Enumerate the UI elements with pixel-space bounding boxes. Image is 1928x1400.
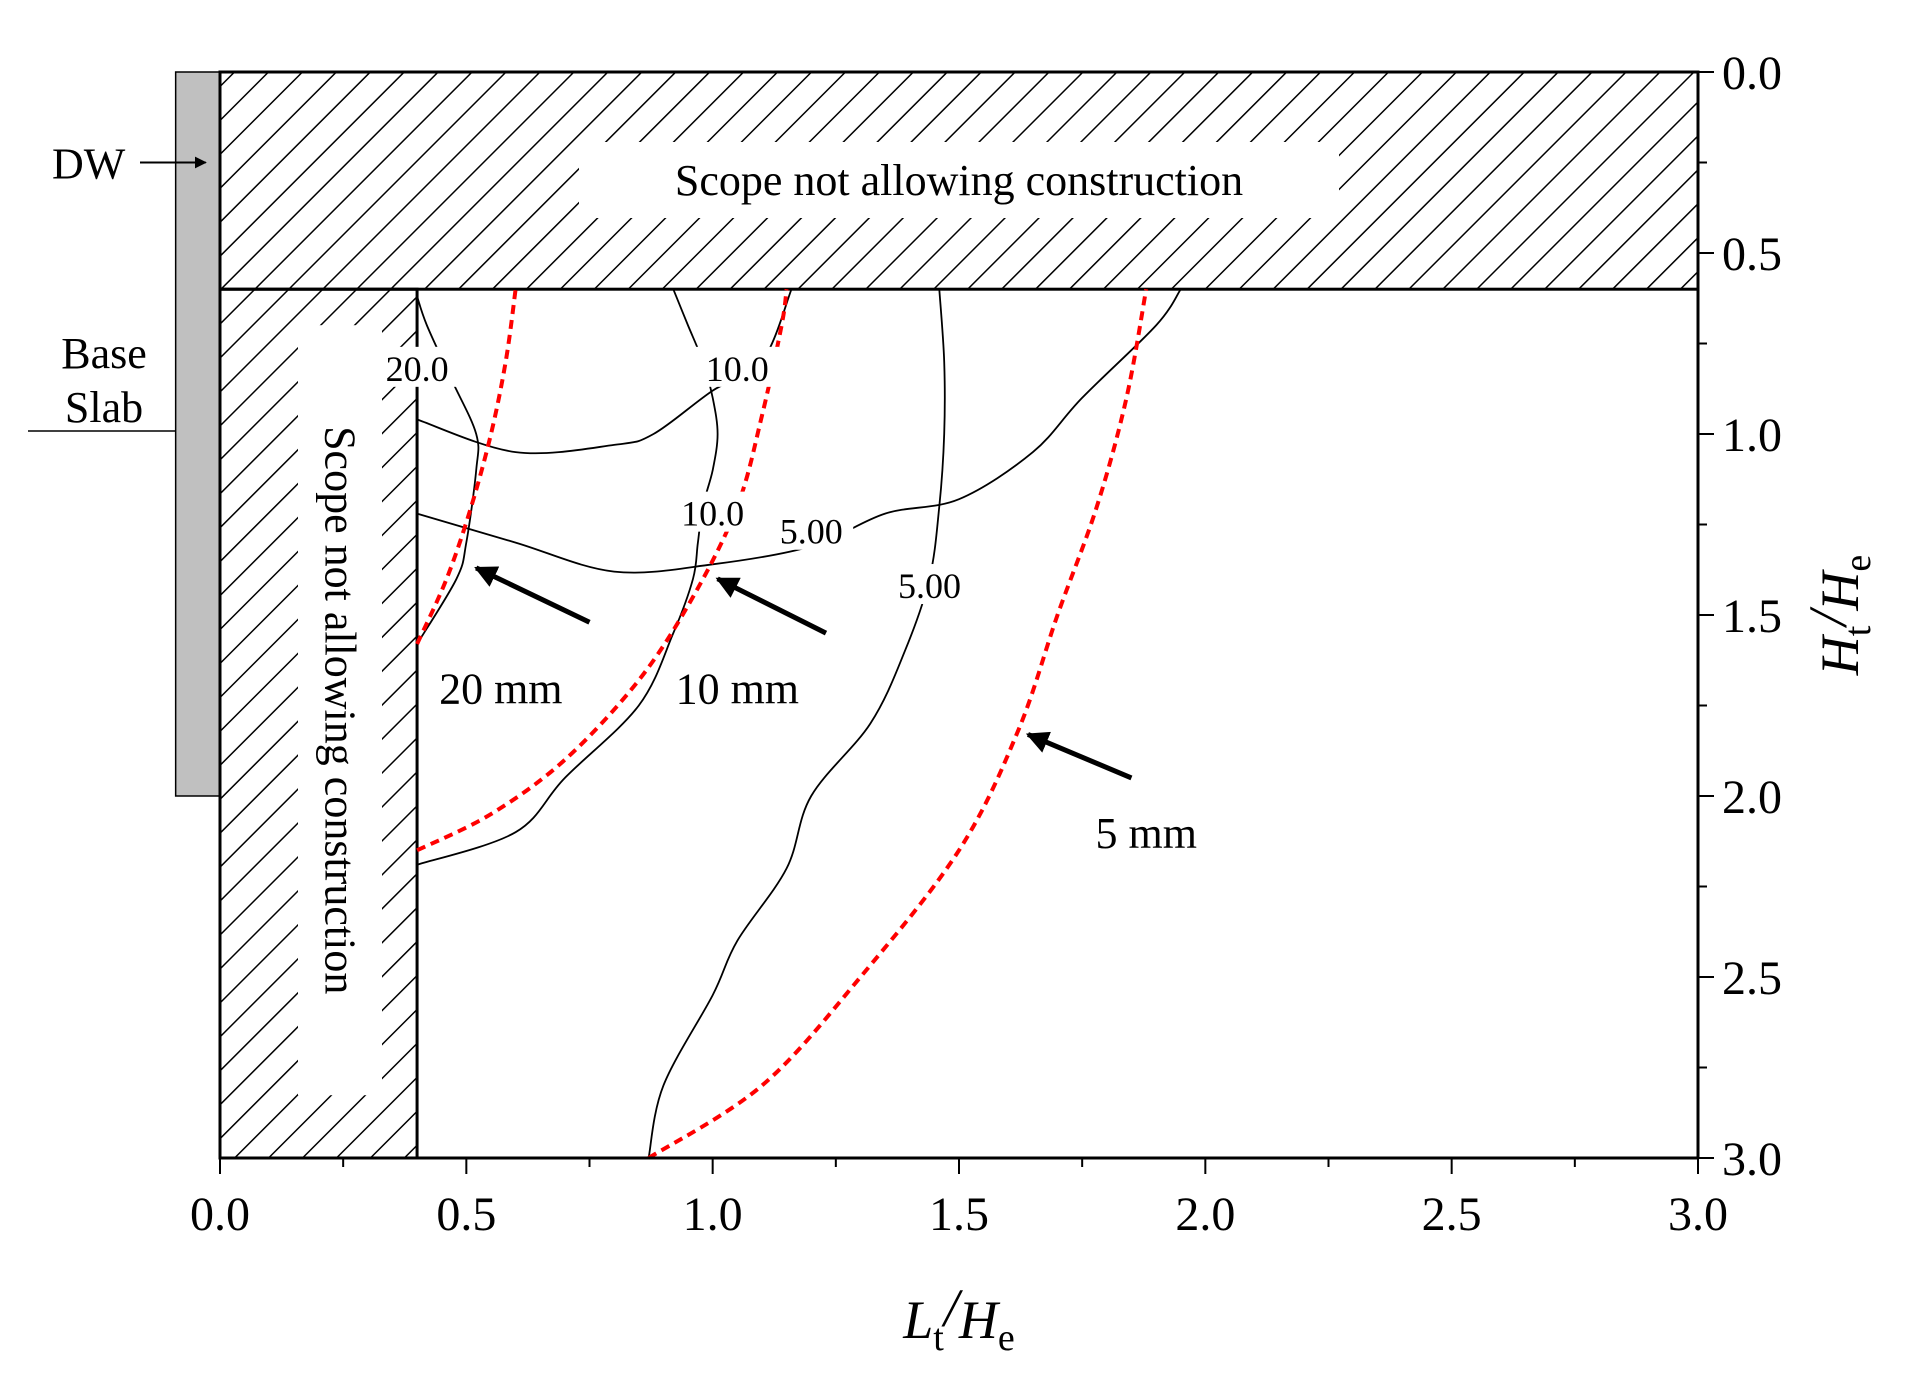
base-slab-label-line1: Base: [61, 329, 147, 378]
y-tick-label: 0.5: [1722, 228, 1782, 281]
annotation-label-2: 10 mm: [676, 664, 799, 713]
y-tick-label: 2.0: [1722, 771, 1782, 824]
annotation-arrow-1: [474, 565, 591, 625]
contour-label-1: 20.0: [386, 349, 449, 389]
x-tick-label: 2.5: [1422, 1188, 1482, 1241]
limit-curve-1: [415, 288, 518, 645]
x-tick-label: 3.0: [1668, 1188, 1728, 1241]
contour-labels: 20.0 10.0 10.0 5.00 5.00: [375, 346, 972, 606]
base-slab-label-line2: Slab: [65, 383, 143, 432]
x-tick-label: 1.0: [683, 1188, 743, 1241]
contour-label-bg: [695, 346, 780, 387]
contour-label-bg: [887, 564, 972, 605]
annotation-arrow-2: [715, 576, 828, 636]
y-tick-label: 0.0: [1722, 47, 1782, 100]
contour-label-3: 10.0: [706, 349, 769, 389]
region-label-bg: [298, 325, 382, 1096]
annotation-label-1: 20 mm: [439, 664, 562, 713]
limit-curve-3: [647, 288, 1149, 1160]
y-axis-label: Ht/He: [1798, 555, 1879, 676]
y-tick-label: 3.0: [1722, 1133, 1782, 1186]
contour-label-bg: [769, 509, 854, 550]
x-tick-label: 0.0: [190, 1188, 250, 1241]
diaphragm-wall: DW Base Slab: [28, 71, 221, 797]
wall-rect: [174, 71, 221, 797]
x-tick-label: 1.5: [929, 1188, 989, 1241]
contour-label-bg: [375, 346, 460, 387]
contour-line-1: [416, 296, 480, 645]
limit-curves: [415, 288, 1149, 1160]
contour-line-5: [416, 288, 1182, 574]
contour-label-4: 10.0: [681, 494, 744, 534]
contour-label-5: 5.00: [780, 512, 843, 552]
contour-line-6: [647, 289, 946, 1159]
y-tick-label: 1.5: [1722, 590, 1782, 643]
x-tick-label: 2.0: [1175, 1188, 1235, 1241]
contour-label-bg: [670, 491, 755, 532]
restricted-regions: Scope not allowing construction Scope not…: [218, 70, 1700, 1160]
annotations: 20 mm 10 mm 5 mm: [439, 565, 1197, 858]
region-label-vertical: Scope not allowing construction: [316, 426, 365, 994]
y-tick-label: 2.5: [1722, 952, 1782, 1005]
contour-label-6: 5.00: [898, 566, 961, 606]
contour-line-4: [416, 288, 719, 866]
x-axis-label: Lt/He: [902, 1278, 1015, 1359]
region-label-bg: [579, 142, 1339, 218]
annotation-arrow-3: [1025, 731, 1133, 781]
y-tick-label: 1.0: [1722, 409, 1782, 462]
contour-lines: [416, 288, 1182, 1159]
dw-label: DW: [52, 140, 126, 189]
region-label-horizontal: Scope not allowing construction: [675, 156, 1243, 205]
limit-curve-2: [416, 288, 789, 853]
x-tick-label: 0.5: [436, 1188, 496, 1241]
axes: 0.0 0.5 1.0 1.5 2.0 2.5 3.0 0.0 0.5 1.0 1.5 2.0 2.5 3…: [190, 47, 1879, 1359]
annotation-label-3: 5 mm: [1095, 809, 1196, 858]
